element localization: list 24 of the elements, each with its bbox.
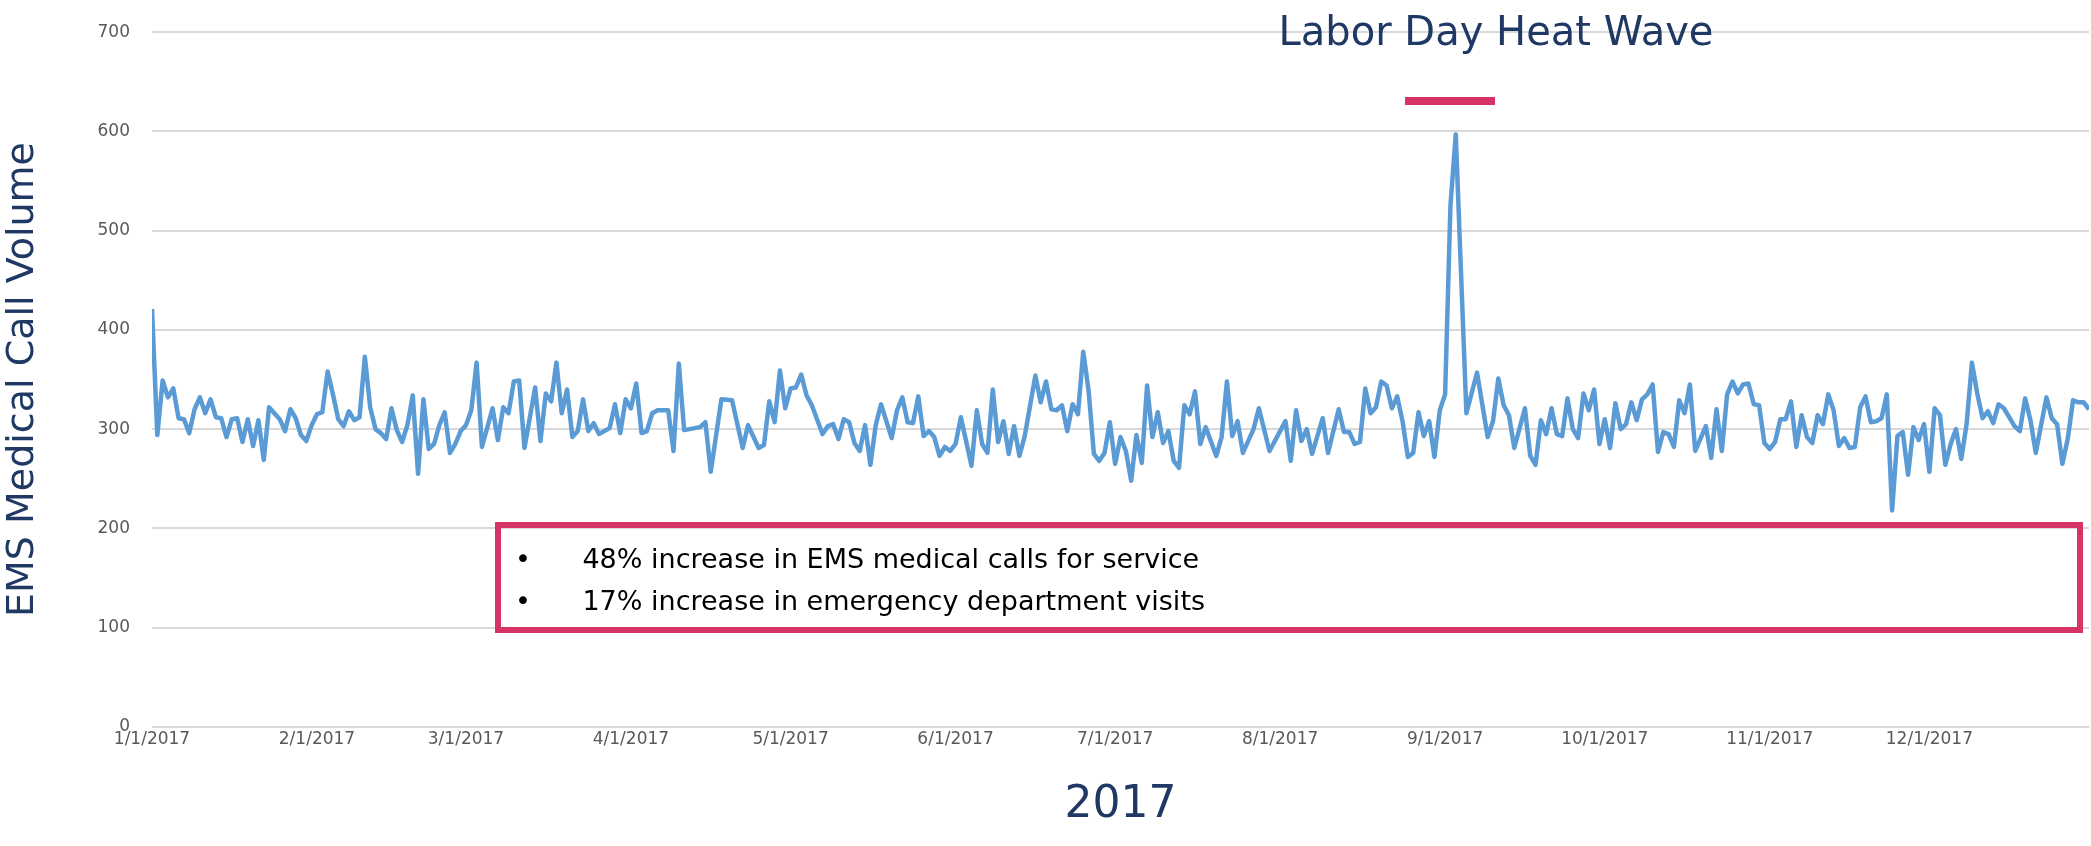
x-tick-label: 6/1/2017: [917, 728, 994, 749]
x-tick-label: 2/1/2017: [278, 728, 356, 749]
annotation: Labor Day Heat Wave: [1277, 8, 1715, 54]
x-tick-label: 8/1/2017: [1241, 728, 1319, 749]
y-tick-label: 700: [97, 20, 130, 41]
x-tick-label: 7/1/2017: [1077, 728, 1154, 749]
y-tick-label: 200: [97, 516, 130, 537]
x-tick-label: 12/1/2017: [1885, 728, 1973, 749]
y-tick-label: 400: [97, 318, 130, 339]
x-tick-label: 11/1/2017: [1726, 728, 1814, 749]
x-tick-label: 9/1/2017: [1406, 728, 1484, 749]
y-axis-title: EMS Medical Call Volume: [0, 142, 42, 617]
x-axis-title: 2017: [1064, 776, 1177, 828]
y-tick-label: 100: [97, 615, 130, 636]
annotation: • 17% increase in emergency department visits: [515, 584, 1207, 618]
callout-box: • 48% increase in EMS medical calls for service • 17% increase in emergency department visits: [495, 522, 2083, 633]
y-tick-label: 600: [97, 119, 130, 140]
x-tick-label: 10/1/2017: [1561, 728, 1649, 749]
annotation: • 48% increase in EMS medical calls for service: [515, 542, 1201, 576]
y-tick-label: 500: [97, 219, 130, 240]
x-tick-label: 3/1/2017: [427, 728, 505, 749]
x-tick-label: 5/1/2017: [752, 728, 829, 749]
y-tick-label: 300: [97, 417, 130, 438]
x-tick-label: 4/1/2017: [592, 728, 670, 749]
